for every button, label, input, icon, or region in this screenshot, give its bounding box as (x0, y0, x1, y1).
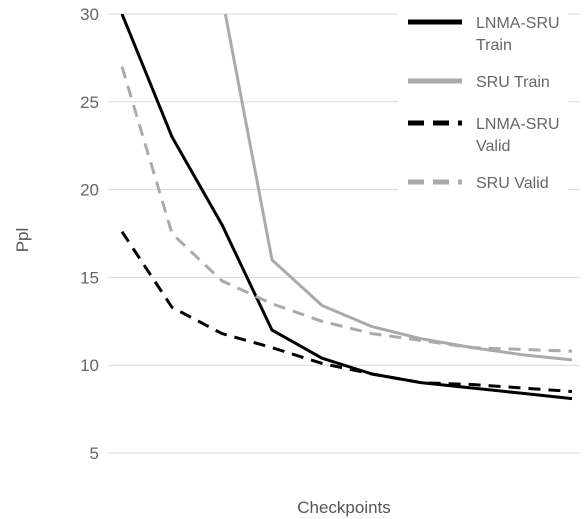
legend-background (398, 6, 568, 202)
series-line-2 (223, 14, 573, 362)
y-tick-label-20: 20 (80, 181, 99, 200)
legend-label-1: LNMA-SRU Train (476, 15, 560, 54)
y-tick-label-5: 5 (90, 444, 99, 463)
legend-label-2: SRU Train (476, 74, 550, 91)
grid-layer (108, 13, 580, 454)
series-layer (120, 14, 573, 401)
y-axis-title: Ppl (13, 228, 32, 253)
y-tick-label-25: 25 (80, 93, 99, 112)
y-tick-label-10: 10 (80, 356, 99, 375)
series-line-4 (120, 66, 573, 353)
y-tick-label-30: 30 (80, 5, 99, 24)
legend: LNMA-SRU Train SRU Train LNMA-SRU Valid SRU V… (398, 6, 568, 202)
legend-label-3: LNMA-SRU Valid (476, 116, 560, 155)
x-axis-title: Checkpoints (297, 498, 391, 517)
y-tick-label-15: 15 (80, 268, 99, 287)
series-line-1 (120, 14, 573, 401)
y-tick-labels: 5 10 15 20 25 30 (80, 5, 99, 463)
series-line-3 (120, 230, 573, 393)
legend-label-4: SRU Valid (476, 175, 549, 192)
